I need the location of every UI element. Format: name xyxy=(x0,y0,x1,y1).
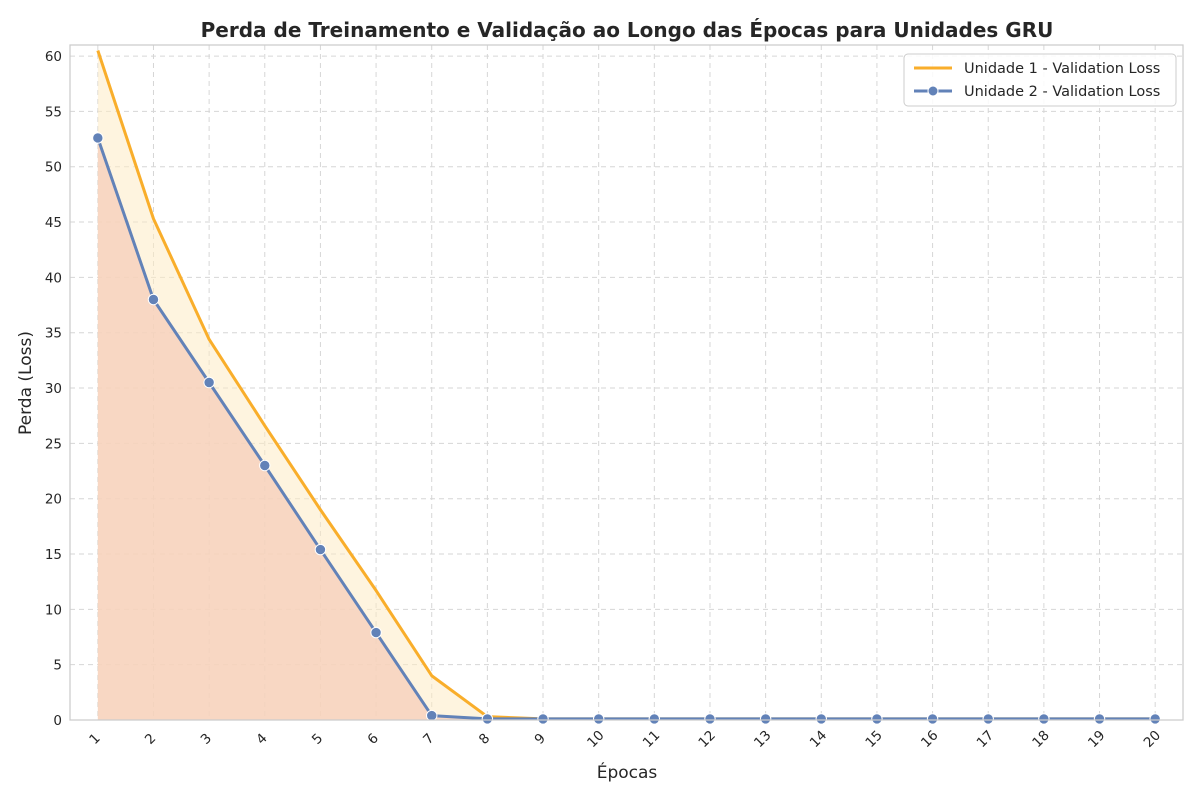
y-tick-label-40: 40 xyxy=(45,270,62,286)
y-tick-label-50: 50 xyxy=(45,160,62,176)
y-axis-ticks: 0 5 10 15 20 25 30 35 40 45 50 55 60 xyxy=(45,49,62,729)
y-tick-label-25: 25 xyxy=(45,436,62,452)
y-tick-label-30: 30 xyxy=(45,381,62,397)
plot-area xyxy=(69,44,1184,725)
legend-marker-unidade-2 xyxy=(927,85,939,97)
point-series-2-epoch-10 xyxy=(592,713,605,725)
point-series-2-epoch-14 xyxy=(815,713,827,725)
y-tick-label-10: 10 xyxy=(45,602,62,618)
point-series-2-epoch-18 xyxy=(1038,713,1050,725)
point-series-2-epoch-7 xyxy=(426,709,438,722)
x-axis-label: Épocas xyxy=(597,761,658,783)
y-axis-label: Perda (Loss) xyxy=(16,331,36,435)
point-series-2-epoch-8 xyxy=(481,713,494,725)
legend-label-unidade-2: Unidade 2 - Validation Loss xyxy=(964,84,1160,100)
point-series-2-epoch-4 xyxy=(259,459,271,472)
line-layer xyxy=(96,50,1156,721)
point-series-2-epoch-19 xyxy=(1093,713,1106,725)
point-series-2-epoch-15 xyxy=(871,713,883,725)
line-series-2 xyxy=(96,137,1156,721)
point-series-2-epoch-1 xyxy=(92,132,104,144)
chart-title: Perda de Treinamento e Validação ao Long… xyxy=(201,18,1054,42)
y-tick-label-45: 45 xyxy=(45,215,62,231)
point-series-2-epoch-13 xyxy=(759,713,772,725)
legend-box xyxy=(903,53,1177,107)
y-tick-label-15: 15 xyxy=(45,547,62,563)
point-series-2-epoch-17 xyxy=(982,713,994,725)
point-series-2-epoch-12 xyxy=(704,713,716,725)
point-series-2-epoch-5 xyxy=(314,543,327,556)
area-fill-series-2 xyxy=(97,137,1156,721)
point-series-2-epoch-2 xyxy=(147,293,160,306)
y-tick-label-0: 0 xyxy=(53,713,62,729)
y-tick-label-5: 5 xyxy=(53,658,62,674)
point-series-2-epoch-9 xyxy=(537,713,549,725)
legend: Unidade 1 - Validation Loss Unidade 2 - … xyxy=(903,53,1177,107)
plot-frame xyxy=(69,44,1184,721)
point-series-2-epoch-16 xyxy=(926,713,939,725)
legend-label-unidade-1: Unidade 1 - Validation Loss xyxy=(964,61,1160,77)
point-series-2-epoch-6 xyxy=(370,626,382,639)
y-tick-label-35: 35 xyxy=(45,326,62,342)
fill-layer xyxy=(97,50,1156,721)
point-series-2-epoch-20 xyxy=(1149,713,1161,725)
marker-layer xyxy=(92,132,1161,725)
point-series-2-epoch-11 xyxy=(648,713,661,725)
y-tick-label-20: 20 xyxy=(45,492,62,508)
y-tick-label-55: 55 xyxy=(45,104,62,120)
point-series-2-epoch-3 xyxy=(203,376,215,389)
y-tick-label-60: 60 xyxy=(45,49,62,65)
